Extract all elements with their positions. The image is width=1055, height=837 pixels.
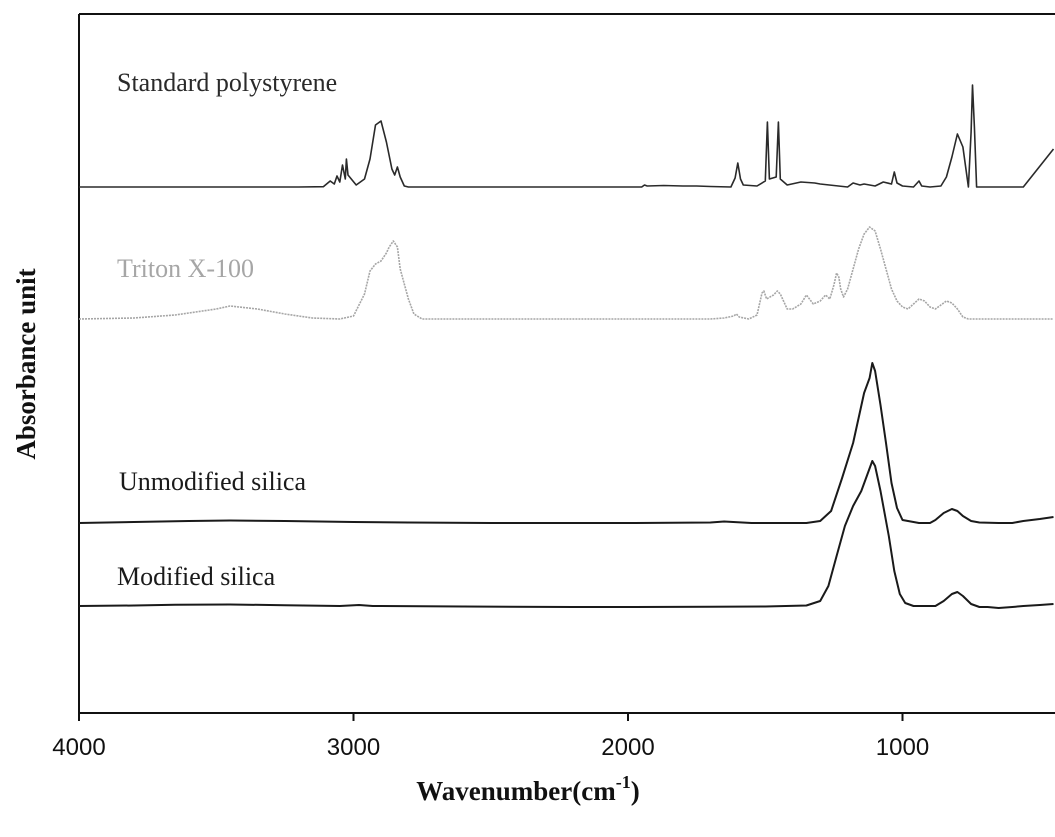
series-layer [78, 84, 1055, 609]
x-axis-title-superscript: -1 [616, 772, 631, 792]
x-tick-label: 4000 [52, 734, 105, 761]
series-label: Triton X-100 [117, 254, 254, 283]
series-line [78, 226, 1054, 320]
x-axis-title-close: ) [631, 776, 640, 806]
series-label: Modified silica [117, 562, 276, 591]
series-label: Unmodified silica [119, 467, 306, 496]
x-tick-label: 1000 [876, 734, 929, 761]
series-line [79, 84, 1055, 188]
series-labels: Standard polystyrene Triton X-100 Unmodifi… [117, 68, 337, 591]
series-line [78, 362, 1054, 524]
x-ticks: 4000 3000 2000 1000 [52, 713, 929, 761]
x-tick-label: 2000 [601, 734, 654, 761]
series-label: Standard polystyrene [117, 68, 337, 97]
series-line [78, 460, 1054, 609]
x-axis-title: Wavenumber(cm-1) [416, 772, 639, 806]
plot-frame [78, 13, 1055, 714]
x-axis-title-text: Wavenumber(cm [416, 776, 616, 806]
y-axis-title: Absorbance unit [11, 268, 41, 459]
x-tick-label: 3000 [327, 734, 380, 761]
